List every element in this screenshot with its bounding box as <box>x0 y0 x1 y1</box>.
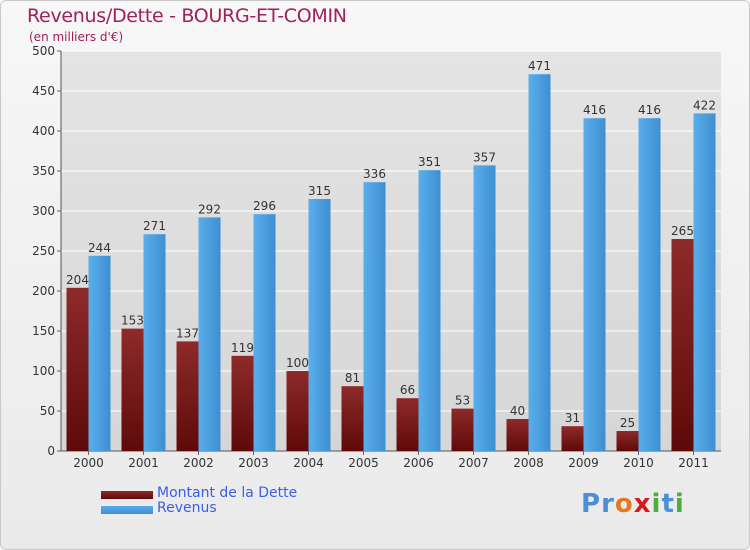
y-tick-label: 450 <box>32 84 55 98</box>
bar-dette <box>671 239 694 451</box>
bar-dette <box>561 426 584 451</box>
x-tick-label: 2007 <box>458 456 489 470</box>
x-tick-label: 2006 <box>403 456 434 470</box>
data-label-revenus: 315 <box>308 184 331 198</box>
bar-revenus <box>143 234 166 451</box>
x-tick-label: 2003 <box>238 456 269 470</box>
bar-revenus <box>528 74 551 451</box>
chart-subtitle: (en milliers d'€) <box>29 30 124 44</box>
data-label-revenus: 296 <box>253 199 276 213</box>
legend-swatch-dette <box>101 491 153 499</box>
bar-revenus <box>253 214 276 451</box>
x-tick-label: 2004 <box>293 456 324 470</box>
data-label-dette: 40 <box>510 404 525 418</box>
data-label-dette: 25 <box>620 416 635 430</box>
x-tick-label: 2005 <box>348 456 379 470</box>
logo-letter: i <box>651 489 662 519</box>
y-tick-label: 0 <box>47 444 55 458</box>
logo-letter: o <box>614 489 634 519</box>
data-label-dette: 53 <box>455 394 470 408</box>
data-label-revenus: 416 <box>638 103 661 117</box>
data-label-dette: 119 <box>231 341 254 355</box>
proxiti-logo: Proxiti <box>581 489 685 519</box>
data-label-revenus: 271 <box>143 219 166 233</box>
data-label-dette: 137 <box>176 326 199 340</box>
bar-revenus <box>88 255 111 451</box>
bar-revenus <box>308 199 331 451</box>
data-label-dette: 66 <box>400 383 415 397</box>
x-tick-label: 2002 <box>183 456 214 470</box>
x-tick-label: 2001 <box>128 456 159 470</box>
bar-dette <box>451 408 474 451</box>
bar-revenus <box>583 118 606 451</box>
chart-title: Revenus/Dette - BOURG-ET-COMIN <box>27 5 347 27</box>
data-label-revenus: 357 <box>473 150 496 164</box>
x-tick-label: 2011 <box>678 456 709 470</box>
bar-revenus <box>473 165 496 451</box>
data-label-revenus: 244 <box>88 241 111 255</box>
bar-dette <box>66 287 89 451</box>
logo-letter: x <box>633 489 652 519</box>
y-tick-label: 500 <box>32 44 55 58</box>
legend-swatch-revenus <box>101 506 153 514</box>
bar-dette <box>341 386 364 451</box>
y-tick-label: 100 <box>32 364 55 378</box>
x-tick-label: 2008 <box>513 456 544 470</box>
y-tick-label: 300 <box>32 204 55 218</box>
data-label-dette: 81 <box>345 371 360 385</box>
bar-dette <box>616 431 639 451</box>
data-label-dette: 31 <box>565 411 580 425</box>
data-label-revenus: 422 <box>693 98 716 112</box>
bar-revenus <box>418 170 441 451</box>
bar-dette <box>176 341 199 451</box>
logo-letter: P <box>581 489 602 519</box>
bar-revenus <box>638 118 661 451</box>
logo-letter: r <box>601 489 615 519</box>
bar-dette <box>396 398 419 451</box>
data-label-revenus: 336 <box>363 167 386 181</box>
legend-label-revenus: Revenus <box>157 500 217 516</box>
data-label-dette: 153 <box>121 314 144 328</box>
legend-label-dette: Montant de la Dette <box>157 485 298 501</box>
data-label-dette: 100 <box>286 356 309 370</box>
x-tick-label: 2009 <box>568 456 599 470</box>
bar-dette <box>231 355 254 451</box>
y-tick-label: 200 <box>32 284 55 298</box>
data-label-revenus: 471 <box>528 59 551 73</box>
logo-letter: t <box>661 489 675 519</box>
data-label-revenus: 351 <box>418 155 441 169</box>
x-tick-label: 2000 <box>73 456 104 470</box>
y-tick-label: 250 <box>32 244 55 258</box>
bar-dette <box>121 328 144 451</box>
bar-dette <box>286 371 309 451</box>
bar-dette <box>506 419 529 451</box>
data-label-revenus: 292 <box>198 202 221 216</box>
bar-revenus <box>693 113 716 452</box>
x-tick-label: 2010 <box>623 456 654 470</box>
data-label-dette: 204 <box>66 273 89 287</box>
y-tick-label: 50 <box>40 404 55 418</box>
bar-revenus <box>198 217 221 451</box>
y-tick-label: 150 <box>32 324 55 338</box>
data-label-revenus: 416 <box>583 103 606 117</box>
bar-revenus <box>363 182 386 451</box>
data-label-dette: 265 <box>671 224 694 238</box>
y-tick-label: 400 <box>32 124 55 138</box>
logo-letter: i <box>674 489 685 519</box>
y-tick-label: 350 <box>32 164 55 178</box>
